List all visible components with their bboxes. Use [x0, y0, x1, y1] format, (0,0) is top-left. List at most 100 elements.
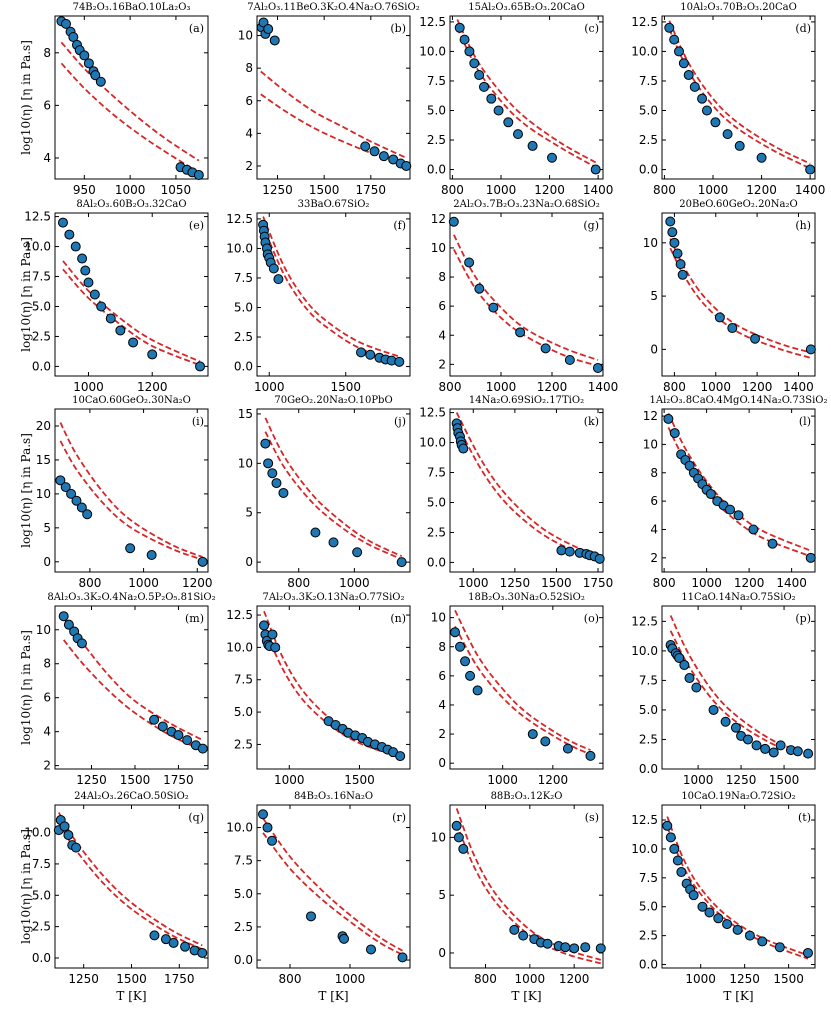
y-tick-label: 10.0 — [226, 241, 253, 255]
y-tick-label: 6 — [650, 494, 658, 508]
plot-frame — [449, 804, 604, 969]
data-point — [352, 547, 363, 558]
x-tick-label: 1250 — [729, 972, 760, 986]
x-tick-label: 800 — [474, 972, 497, 986]
x-tick-label: 1400 — [588, 380, 619, 394]
data-point — [396, 557, 407, 568]
y-tick-label: 5.0 — [427, 495, 446, 509]
x-tick-label: 1000 — [274, 773, 305, 787]
data-point — [493, 105, 504, 116]
x-tick-label: 1500 — [120, 773, 151, 787]
x-tick-label: 1400 — [583, 183, 614, 197]
data-point — [672, 248, 683, 259]
model-curve-upper — [62, 617, 204, 741]
model-curve-upper — [60, 41, 200, 162]
data-point — [664, 22, 675, 33]
data-point — [472, 685, 483, 696]
y-tick-label: 8 — [438, 640, 446, 654]
model-curve-lower — [262, 832, 403, 956]
data-point — [667, 227, 678, 238]
y-tick-label: 10 — [643, 236, 658, 250]
data-point — [527, 729, 538, 740]
x-tick-label: 1500 — [330, 380, 361, 394]
x-tick-label: 1000 — [486, 183, 517, 197]
panel-title: 15Al₂O₃.65B₂O₃.20CaO — [468, 2, 585, 13]
y-tick-label: 2.5 — [427, 525, 446, 539]
y-tick-label: 2 — [245, 159, 253, 173]
data-point — [71, 842, 82, 853]
data-point — [725, 504, 735, 515]
y-tick-label: 4 — [438, 698, 446, 712]
data-point — [479, 81, 489, 92]
x-tick-label: 1500 — [773, 972, 804, 986]
panel-letter: (j) — [394, 415, 406, 428]
x-tick-label: 1000 — [128, 576, 159, 590]
data-point — [704, 907, 715, 918]
data-point — [128, 337, 139, 348]
model-curve-upper — [59, 422, 203, 558]
y-tick-label: 7.5 — [32, 857, 51, 871]
y-tick-label: 4 — [245, 126, 253, 140]
data-point — [453, 832, 464, 843]
data-point — [744, 930, 755, 941]
panel-title: 10Al₂O₃.70B₂O₃.20CaO — [680, 2, 797, 13]
data-point — [459, 34, 470, 45]
y-tick-label: 10 — [238, 456, 253, 470]
y-tick-label: 2.5 — [234, 330, 253, 344]
data-point — [450, 627, 461, 638]
y-tick-label: 4 — [650, 522, 658, 536]
y-tick-label: 0 — [650, 342, 658, 356]
model-curve-upper — [453, 234, 599, 361]
plot-frame — [54, 15, 209, 180]
x-tick-label: 1200 — [537, 380, 568, 394]
data-point — [268, 263, 279, 274]
data-point — [697, 901, 708, 912]
data-point — [147, 349, 158, 360]
panel-letter: (s) — [585, 811, 599, 824]
panel-letter: (d) — [795, 22, 811, 35]
y-tick-label: 0 — [438, 946, 446, 960]
data-point — [515, 327, 526, 338]
plot-frame — [661, 408, 816, 573]
x-axis-label: T [K] — [511, 989, 541, 1003]
x-tick-label: 1200 — [734, 576, 765, 590]
data-point — [79, 50, 90, 61]
model-curve-upper — [456, 19, 597, 164]
data-point — [518, 930, 529, 941]
x-tick-label: 1000 — [335, 972, 366, 986]
plot-frame — [256, 804, 411, 969]
y-tick-label: 7.5 — [234, 673, 253, 687]
x-tick-label: 1000 — [700, 380, 731, 394]
data-point — [674, 46, 684, 57]
data-point — [455, 641, 466, 652]
x-tick-label: 1000 — [685, 972, 716, 986]
panel-title: 84B₂O₃.16Na₂O — [294, 791, 373, 802]
data-point — [688, 890, 699, 901]
model-curve-upper — [262, 216, 402, 358]
data-point — [590, 164, 601, 175]
y-tick-label: 10 — [431, 830, 446, 844]
y-tick-label: 0.0 — [32, 951, 51, 965]
y-tick-label: 2.5 — [32, 920, 51, 934]
y-tick-label: 7.5 — [639, 673, 658, 687]
y-tick-label: 10.0 — [226, 821, 253, 835]
y-tick-label: 7.5 — [427, 466, 446, 480]
data-point — [146, 550, 157, 561]
data-point — [564, 354, 575, 365]
data-point — [125, 543, 136, 554]
data-point — [708, 704, 719, 715]
data-point — [66, 488, 77, 499]
data-point — [663, 413, 674, 424]
y-tick-label: 10.0 — [24, 240, 51, 254]
data-point — [774, 942, 785, 953]
data-point — [669, 843, 680, 854]
data-point — [676, 867, 687, 878]
model-curve-lower — [456, 27, 597, 168]
data-point — [195, 361, 206, 372]
y-tick-label: 8 — [43, 657, 51, 671]
panel-letter: (f) — [393, 219, 406, 232]
data-point — [727, 323, 738, 334]
y-tick-label: 6 — [438, 669, 446, 683]
data-point — [394, 356, 405, 367]
data-point — [669, 34, 680, 45]
